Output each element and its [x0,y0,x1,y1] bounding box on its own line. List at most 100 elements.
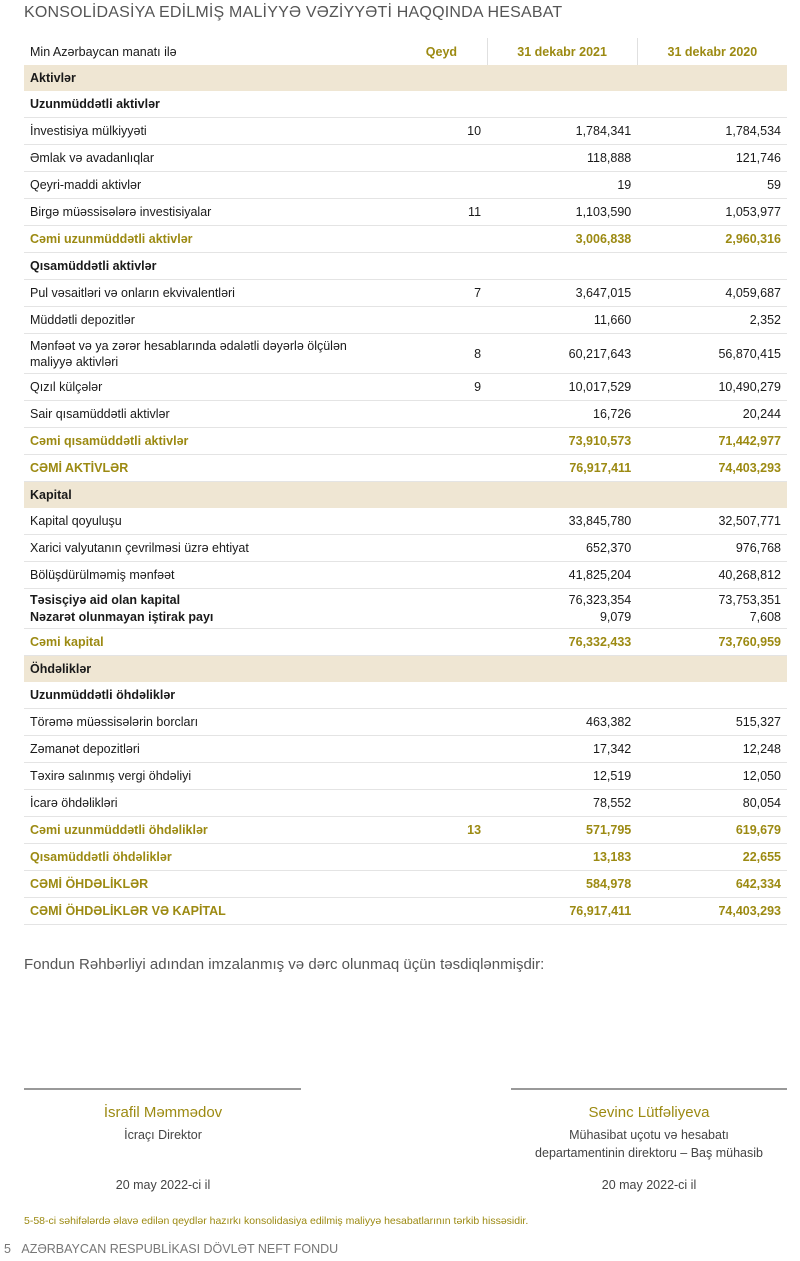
row-note [396,735,488,763]
row-label: Aktivlər [24,65,397,91]
value-2020: 1,784,534 [637,117,787,145]
value-2021: 76,917,411 [487,454,638,482]
row-label-line: Nəzarət olunmayan iştirak payı [30,609,214,624]
page-number: 5 [4,1242,11,1256]
row-note [396,789,488,817]
row-label: Qısamüddətli aktivlər [24,252,397,280]
signature-date: 20 may 2022-ci il [115,1178,211,1192]
row-label: Qeyri-maddi aktivlər [24,171,397,199]
row-note [396,427,488,455]
value-2020: 515,327 [637,708,787,736]
table-row: Təxirə salınmış vergi öhdəliyi 12,519 12,0… [24,762,787,790]
row-label: Zəmanət depozitləri [24,735,397,763]
value-2021: 584,978 [487,870,638,898]
value-2021: 1,784,341 [487,117,638,145]
row-label: Birgə müəssisələrə investisiyalar [24,198,397,226]
value-2020: 4,059,687 [637,279,787,307]
row-label: Qızıl külçələr [24,373,397,401]
row-label: Kapital qoyuluşu [24,508,397,535]
table-header: Min Azərbaycan manatı ilə Qeyd 31 dekabr… [24,38,787,65]
value-2020-line: 73,753,351 [718,592,781,607]
value-2020: 59 [637,171,787,199]
value-2020: 32,507,771 [637,508,787,535]
value-2021: 78,552 [487,789,638,817]
total-row: CƏMİ ÖHDƏLİKLƏR VƏ KAPİTAL 76,917,411 74,4… [24,897,787,925]
table-row: Sair qısamüddətli aktivlər 16,726 20,244 [24,400,787,428]
total-row: Cəmi qısamüddətli aktivlər 73,910,573 71,4… [24,427,787,455]
value-2020: 56,870,415 [637,333,787,374]
value-2020: 2,960,316 [637,225,787,253]
row-label: Pul vəsaitləri və onların ekvivalentləri [24,279,397,307]
row-note [396,534,488,562]
page-footer: 5 AZƏRBAYCAN RESPUBLİKASI DÖVLƏT NEFT FO… [4,1242,338,1256]
signature-line-2 [511,1088,787,1090]
total-row: Cəmi kapital 76,332,433 73,760,959 [24,628,787,656]
table-row: Uzunmüddətli öhdəliklər [24,682,787,709]
row-note [396,481,488,508]
value-2020: 642,334 [637,870,787,898]
value-2021: 13,183 [487,843,638,871]
header-2020: 31 dekabr 2020 [636,38,787,65]
value-2020: 20,244 [637,400,787,428]
value-2020-line: 7,608 [749,609,781,624]
value-2021: 652,370 [487,534,638,562]
row-label: Uzunmüddətli aktivlər [24,91,397,118]
row-note [396,306,488,334]
value-2021: 17,342 [487,735,638,763]
value-2020: 2,352 [637,306,787,334]
signatory-name: Sevinc Lütfəliyeva [588,1104,710,1121]
row-label: Bölüşdürülməmiş mənfəət [24,561,397,589]
row-label: Törəmə müəssisələrin borcları [24,708,397,736]
value-2021: 60,217,643 [487,333,638,374]
table-row: İnvestisiya mülkiyyəti 10 1,784,341 1,784,5… [24,117,787,145]
table-row: Bölüşdürülməmiş mənfəət 41,825,204 40,268,… [24,561,787,589]
value-2021: 3,006,838 [487,225,638,253]
value-2021: 12,519 [487,762,638,790]
total-row: CƏMİ ÖHDƏLİKLƏR 584,978 642,334 [24,870,787,898]
table-row: Pul vəsaitləri və onların ekvivalentləri… [24,279,787,307]
row-note: 10 [396,117,488,145]
signature-block-1: İsrafil Məmmədov İcraçı Direktor 20 may … [18,1104,308,1194]
financial-position-table: Min Azərbaycan manatı ilə Qeyd 31 dekabr… [24,38,787,925]
value-2021: 463,382 [487,708,638,736]
value-2021: 33,845,780 [487,508,638,535]
signatory-name: İsrafil Məmmədov [103,1104,223,1121]
row-note [396,870,488,898]
value-2021 [487,91,638,118]
total-row: Qısamüddətli öhdəliklər 13,183 22,655 [24,843,787,871]
page-title: KONSOLİDASİYA EDİLMİŞ MALİYYƏ VƏZİYYƏTİ … [24,4,563,21]
row-note: 8 [396,333,488,374]
table-row: Zəmanət depozitləri 17,342 12,248 [24,735,787,763]
value-2020: 976,768 [637,534,787,562]
value-2020 [637,252,787,280]
row-label-line: Təsisçiyə aid olan kapital [30,592,181,607]
table-row: Qızıl külçələr 9 10,017,529 10,490,279 [24,373,787,401]
value-2020 [637,682,787,709]
value-2020: 10,490,279 [637,373,787,401]
value-2021 [487,655,638,682]
row-note: 9 [396,373,488,401]
row-note [396,897,488,925]
value-2020: 73,760,959 [637,628,787,656]
row-note [396,628,488,656]
table-row: Törəmə müəssisələrin borcları 463,382 515,… [24,708,787,736]
value-2021: 73,910,573 [487,427,638,455]
row-note [396,400,488,428]
row-note [396,508,488,535]
header-units: Min Azərbaycan manatı ilə [30,44,177,59]
value-2021: 571,795 [487,816,638,844]
value-2020: 12,248 [637,735,787,763]
row-note: 13 [396,816,488,844]
row-note: 11 [396,198,488,226]
value-2021: 1,103,590 [487,198,638,226]
row-note [396,682,488,709]
total-row: Cəmi uzunmüddətli aktivlər 3,006,838 2,960… [24,225,787,253]
value-2021 [487,481,638,508]
value-2021: 3,647,015 [487,279,638,307]
row-note [396,171,488,199]
value-2020 [637,481,787,508]
row-note [396,454,488,482]
table-row: Kapital qoyuluşu 33,845,780 32,507,771 [24,508,787,535]
value-2020: 40,268,812 [637,561,787,589]
